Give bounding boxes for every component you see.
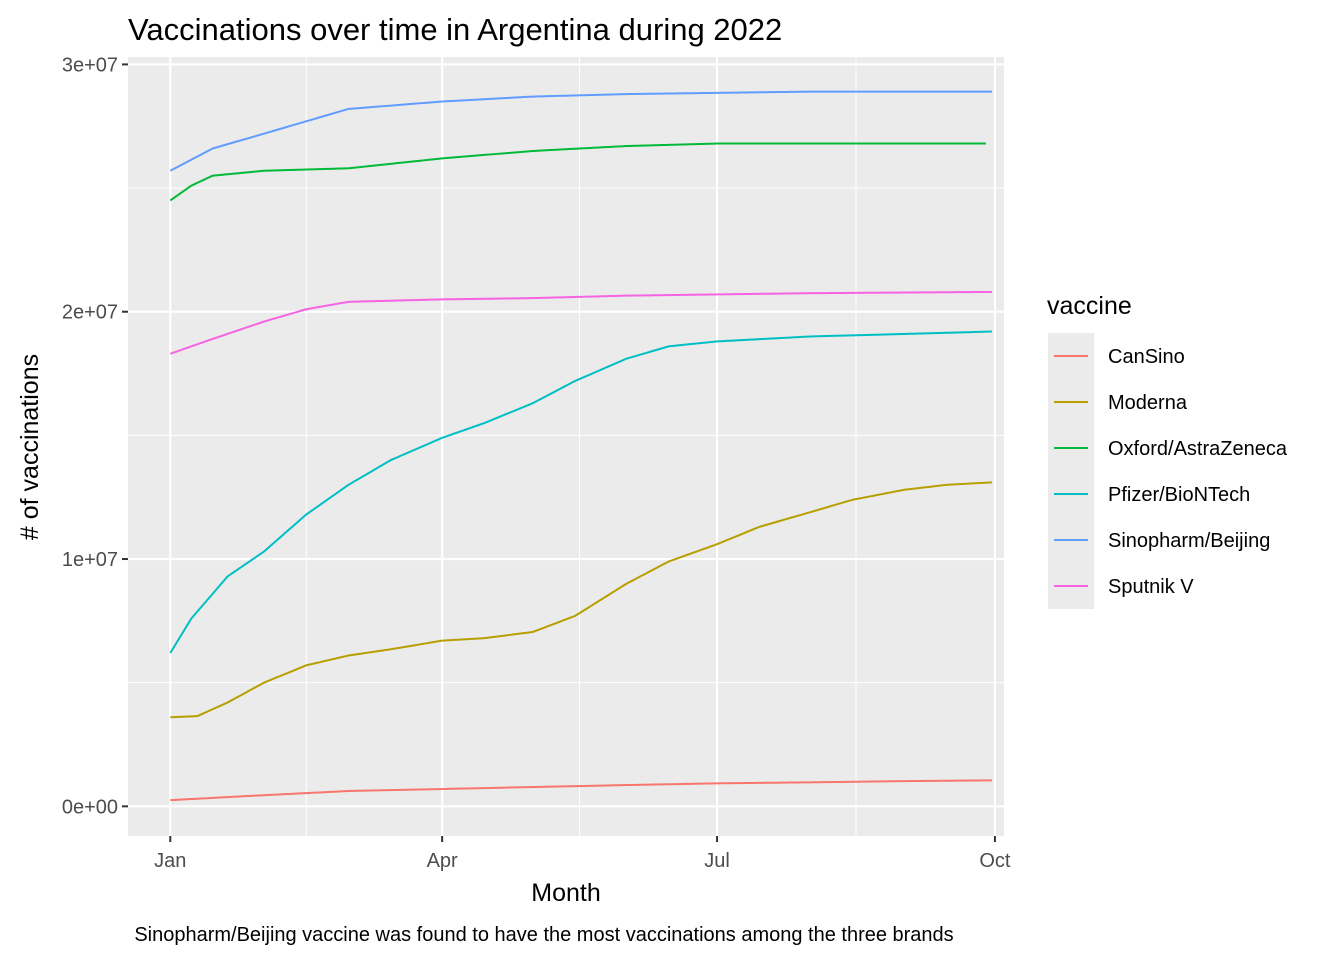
y-axis-title: # of vaccinations: [16, 354, 44, 540]
y-tick-label: 0e+00: [62, 796, 118, 818]
x-tick-label: Oct: [979, 850, 1011, 872]
series-line-sputnik-v: [169, 290, 992, 355]
x-axis: Jan Apr Jul Oct: [154, 836, 1011, 872]
legend: vaccine CanSino Moderna Oxford/AstraZeneca…: [1047, 292, 1288, 609]
x-tick-label: Jul: [704, 850, 730, 872]
legend-label: Oxford/AstraZeneca: [1108, 438, 1288, 460]
series-line-oxford-astrazeneca: [169, 142, 986, 202]
series-lines: [169, 90, 992, 802]
x-tick-label: Jan: [154, 850, 186, 872]
series-line-moderna: [170, 481, 992, 719]
legend-label: Sinopharm/Beijing: [1108, 530, 1270, 552]
y-tick-label: 1e+07: [62, 549, 118, 571]
y-axis: 0e+00 1e+07 2e+07 3e+07: [62, 54, 128, 818]
x-axis-title: Month: [531, 879, 600, 907]
plot-panel: [128, 57, 1004, 836]
legend-label: Pfizer/BioNTech: [1108, 484, 1250, 506]
series-line-pfizer-biontech: [169, 330, 992, 654]
legend-title: vaccine: [1047, 292, 1132, 320]
x-tick-label: Apr: [427, 850, 458, 872]
legend-label: CanSino: [1108, 346, 1185, 368]
legend-label: Moderna: [1108, 392, 1188, 414]
legend-key-background: [1048, 333, 1094, 609]
y-tick-label: 3e+07: [62, 54, 118, 76]
legend-keys: CanSino Moderna Oxford/AstraZeneca Pfizer/B…: [1048, 333, 1288, 609]
legend-label: Sputnik V: [1108, 576, 1194, 598]
series-line-sinopharm-beijing: [169, 90, 992, 172]
major-gridlines: [128, 57, 1004, 836]
chart-title: Vaccinations over time in Argentina duri…: [128, 12, 782, 47]
y-tick-label: 2e+07: [62, 302, 118, 324]
series-line-cansino: [170, 779, 992, 802]
minor-gridlines: [128, 57, 1004, 836]
chart-caption: Sinopharm/Beijing vaccine was found to h…: [134, 924, 953, 946]
